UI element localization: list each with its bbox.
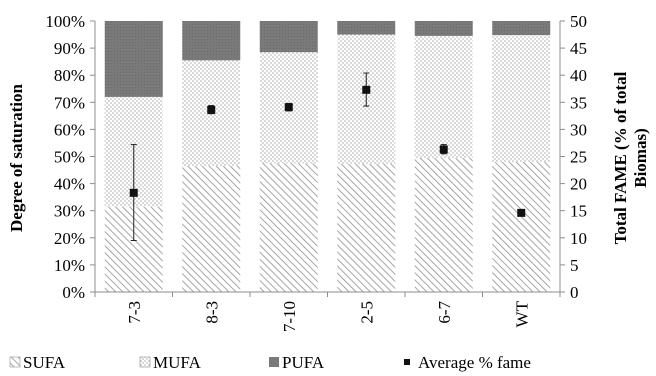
x-tick-label: 6-7 bbox=[435, 301, 454, 324]
y2-tick-label: 10 bbox=[570, 229, 587, 248]
y2-tick-label: 40 bbox=[570, 66, 587, 85]
fame-marker-7-3 bbox=[129, 188, 138, 197]
y2-tick-label: 5 bbox=[570, 256, 579, 275]
y2-tick-label: 50 bbox=[570, 12, 587, 31]
y2-axis-title-line1: Total FAME (% of total bbox=[611, 71, 630, 244]
bars-layer bbox=[104, 21, 551, 292]
y-tick-label: 20% bbox=[54, 229, 85, 248]
legend-swatch-sufa bbox=[9, 356, 21, 368]
y2-tick-label: 15 bbox=[570, 202, 587, 221]
legend-label-pufa: PUFA bbox=[282, 353, 325, 372]
y-tick-label: 70% bbox=[54, 93, 85, 112]
y-tick-label: 90% bbox=[54, 39, 85, 58]
y2-tick-label: 20 bbox=[570, 175, 587, 194]
y2-tick-label: 0 bbox=[570, 283, 579, 302]
bar-sufa-8-3 bbox=[182, 165, 241, 292]
x-tick-label: WT bbox=[512, 300, 531, 327]
y-tick-label: 60% bbox=[54, 120, 85, 139]
bar-sufa-6-7 bbox=[414, 157, 473, 292]
y2-tick-label: 25 bbox=[570, 148, 587, 167]
y-tick-label: 100% bbox=[45, 12, 85, 31]
fame-marker-7-10 bbox=[284, 103, 293, 112]
bar-pufa-7-10 bbox=[259, 21, 318, 53]
bar-sufa-2-5 bbox=[337, 163, 396, 292]
y-tick-label: 30% bbox=[54, 202, 85, 221]
bar-pufa-WT bbox=[492, 21, 551, 36]
legend-label-sufa: SUFA bbox=[23, 353, 66, 372]
fame-marker-6-7 bbox=[439, 145, 448, 154]
x-tick-label: 7-10 bbox=[280, 301, 299, 332]
x-tick-label: 8-3 bbox=[202, 301, 221, 324]
bar-sufa-WT bbox=[492, 161, 551, 292]
axes-layer: 0% 10% 20% 30% 40% 50% 60% 70% 80% 90% 100% 0 5 10 15 2… bbox=[45, 12, 587, 332]
y-axis-title: Degree of saturation bbox=[7, 83, 26, 231]
legend-marker-average-fame bbox=[404, 359, 410, 365]
legend: SUFA MUFA PUFA Average % fame bbox=[9, 353, 531, 372]
legend-item-sufa: SUFA bbox=[9, 353, 66, 372]
fame-marker-WT bbox=[517, 208, 526, 217]
x-tick-label: 2-5 bbox=[357, 301, 376, 324]
y2-axis-title-line2: Biomas) bbox=[631, 128, 650, 188]
error-bars-layer bbox=[129, 72, 526, 242]
legend-label-average-fame: Average % fame bbox=[418, 353, 531, 372]
fame-marker-2-5 bbox=[362, 85, 371, 94]
legend-swatch-pufa bbox=[269, 357, 279, 367]
y-tick-label: 50% bbox=[54, 148, 85, 167]
legend-swatch-mufa bbox=[139, 356, 151, 368]
legend-item-average-fame: Average % fame bbox=[404, 353, 531, 372]
y-tick-label: 10% bbox=[54, 256, 85, 275]
legend-item-mufa: MUFA bbox=[139, 353, 202, 372]
y2-tick-label: 45 bbox=[570, 39, 587, 58]
x-tick-label: 7-3 bbox=[125, 301, 144, 324]
y2-tick-label: 35 bbox=[570, 93, 587, 112]
bar-pufa-7-3 bbox=[104, 21, 163, 97]
y-tick-label: 80% bbox=[54, 66, 85, 85]
y-tick-label: 0% bbox=[62, 283, 85, 302]
bar-sufa-7-10 bbox=[259, 163, 318, 292]
y-tick-label: 40% bbox=[54, 175, 85, 194]
bar-mufa-6-7 bbox=[414, 35, 473, 158]
legend-label-mufa: MUFA bbox=[153, 353, 202, 372]
bar-pufa-6-7 bbox=[414, 21, 473, 36]
fame-marker-8-3 bbox=[207, 105, 216, 114]
bar-mufa-WT bbox=[492, 35, 551, 162]
bar-pufa-8-3 bbox=[182, 21, 241, 61]
legend-item-pufa: PUFA bbox=[269, 353, 325, 372]
bar-pufa-2-5 bbox=[337, 21, 396, 35]
y2-tick-label: 30 bbox=[570, 120, 587, 139]
